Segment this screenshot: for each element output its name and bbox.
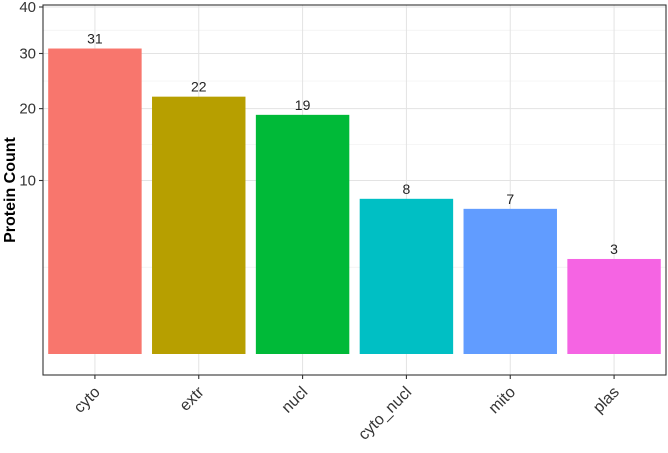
bar-value-labels: 31 22 19 8 7 3 [87,31,618,257]
bar-mito [463,208,557,354]
bar-cyto [48,48,142,354]
bar-extr [152,96,246,355]
bar-cyto_nucl [359,198,454,354]
bar-value-label: 22 [191,79,207,95]
bar-plas [567,258,661,354]
bars [48,48,661,355]
y-axis-title: Protein Count [2,136,19,242]
bar-nucl [255,114,350,354]
bar-value-label: 8 [403,181,411,197]
bar-value-label: 19 [295,97,311,113]
y-tick-label: 30 [19,45,36,62]
bar-value-label: 31 [87,31,103,47]
y-tick-label: 20 [19,101,36,118]
y-tick-label: 40 [19,0,36,16]
y-axis-ticks: 10 20 30 40 [19,0,43,190]
plot-panel-border [42,4,667,376]
y-tick-label: 10 [19,173,36,190]
bar-value-label: 3 [610,241,618,257]
bar-value-label: 7 [506,191,514,207]
